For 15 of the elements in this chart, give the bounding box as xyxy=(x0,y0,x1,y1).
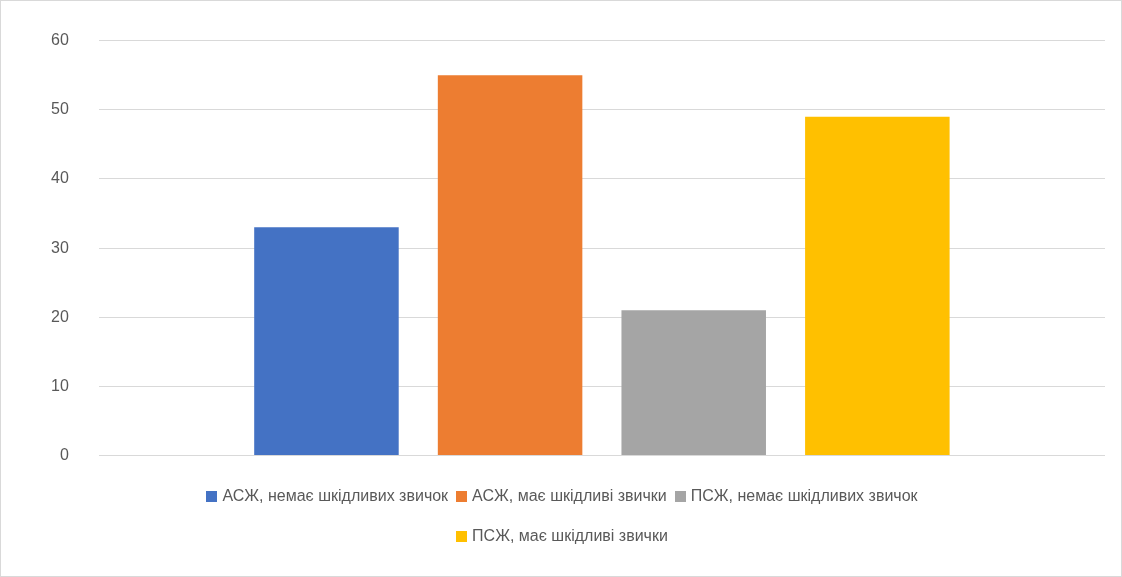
bar xyxy=(437,75,583,456)
legend-label: ПСЖ, має шкідливі звички xyxy=(472,527,668,545)
y-tick-label: 60 xyxy=(51,31,69,49)
y-tick-label: 50 xyxy=(51,100,69,118)
legend-label: АСЖ, має шкідливі звички xyxy=(472,487,667,505)
legend-label: АСЖ, немає шкідливих звичок xyxy=(222,487,449,505)
bar xyxy=(621,310,766,456)
y-tick-label: 0 xyxy=(59,446,69,464)
legend-label: ПСЖ, немає шкідливих звичок xyxy=(690,487,918,505)
bar xyxy=(254,227,399,456)
y-tick-label: 40 xyxy=(51,169,69,187)
y-tick-label: 30 xyxy=(51,238,69,256)
y-tick-label: 20 xyxy=(51,307,69,325)
y-tick-label: 10 xyxy=(51,376,69,394)
bar xyxy=(805,116,950,456)
